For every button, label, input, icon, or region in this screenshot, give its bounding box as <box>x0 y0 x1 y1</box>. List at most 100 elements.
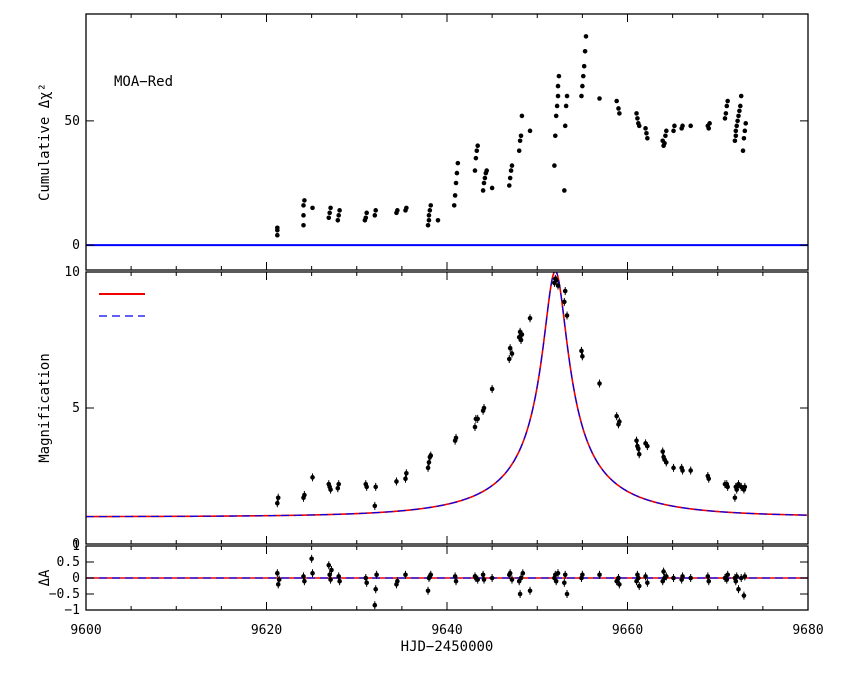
data-point <box>472 168 478 173</box>
data-point <box>740 148 746 153</box>
panel-frame <box>85 13 809 271</box>
data-point <box>301 203 306 208</box>
data-point <box>706 126 712 131</box>
data-point <box>553 113 559 119</box>
data-point <box>706 578 712 584</box>
data-point <box>562 299 567 305</box>
data-point <box>743 121 749 126</box>
data-point <box>301 213 306 218</box>
data-point <box>527 128 533 134</box>
y-tick-label: 0 <box>72 537 80 552</box>
x-tick-label: 9620 <box>251 623 282 638</box>
model-curve-dashed <box>86 272 808 518</box>
data-point <box>688 575 693 581</box>
data-point <box>310 475 315 480</box>
data-point <box>680 123 685 129</box>
data-point <box>275 500 280 506</box>
y-tick-label: −1 <box>64 603 80 618</box>
data-point <box>472 424 478 430</box>
data-point <box>516 148 522 153</box>
y-tick-label: 10 <box>64 265 80 280</box>
cumulative-chi2-panel: 0 50 Cumulative Δχ² MOA−Red <box>37 13 809 271</box>
data-point <box>425 588 431 594</box>
data-point <box>734 487 740 492</box>
data-point <box>580 73 586 79</box>
data-point <box>475 577 480 582</box>
y-axis-label: Cumulative Δχ² <box>37 83 53 201</box>
data-point <box>427 208 433 213</box>
data-point <box>664 128 669 134</box>
data-point <box>734 574 740 579</box>
x-axis-label: HJD−2450000 <box>401 639 494 655</box>
data-point <box>688 468 693 473</box>
data-point <box>636 123 642 129</box>
data-point <box>336 213 342 218</box>
data-point <box>372 602 378 608</box>
data-point <box>562 188 567 193</box>
data-point <box>616 106 621 111</box>
data-point <box>518 575 524 581</box>
data-point <box>372 503 378 509</box>
data-point <box>725 572 730 578</box>
x-tick-label: 9660 <box>612 623 643 638</box>
data-point <box>671 575 676 581</box>
data-point <box>363 215 369 221</box>
data-point <box>737 108 742 114</box>
data-point <box>301 222 306 228</box>
data-point <box>734 123 740 129</box>
data-point <box>301 574 306 579</box>
data-point <box>335 485 341 491</box>
data-point <box>580 83 585 89</box>
data-point <box>742 128 748 134</box>
data-point <box>328 487 333 492</box>
data-point <box>724 103 730 109</box>
data-point <box>336 481 342 487</box>
data-point <box>580 354 585 359</box>
data-point <box>562 123 568 129</box>
data-point <box>275 582 281 587</box>
data-point <box>372 213 378 218</box>
data-point <box>489 575 495 581</box>
data-point <box>275 570 280 576</box>
data-point <box>688 123 693 129</box>
y-tick-label: 50 <box>64 114 80 129</box>
data-point <box>326 215 332 221</box>
data-point <box>616 575 621 581</box>
data-point <box>680 574 685 579</box>
data-point <box>733 133 739 139</box>
data-point <box>614 98 619 104</box>
data-point <box>519 113 525 119</box>
data-point <box>552 163 557 168</box>
data-point <box>395 578 400 584</box>
plot-area <box>86 34 808 247</box>
data-point <box>553 578 559 584</box>
data-point <box>741 593 747 598</box>
data-point <box>480 572 486 578</box>
data-point <box>302 578 307 584</box>
data-point <box>597 381 602 386</box>
y-tick-label: 1 <box>72 539 80 554</box>
data-point <box>453 578 459 584</box>
data-point <box>562 288 568 294</box>
data-point <box>555 570 561 576</box>
data-point <box>553 133 558 139</box>
data-point <box>742 484 748 490</box>
data-point <box>428 572 434 578</box>
data-point <box>310 205 315 211</box>
data-point <box>636 583 642 589</box>
data-point <box>426 217 432 223</box>
data-point <box>554 103 560 109</box>
data-point <box>373 586 379 592</box>
data-point <box>735 118 740 124</box>
panel-frame <box>85 271 809 545</box>
data-point <box>580 572 585 578</box>
data-point <box>403 476 408 482</box>
data-point <box>581 63 587 69</box>
data-point <box>520 570 526 576</box>
data-point <box>645 580 650 586</box>
data-point <box>426 460 432 465</box>
data-point <box>480 188 486 193</box>
data-point <box>403 572 408 578</box>
model-curve-solid <box>86 272 808 518</box>
